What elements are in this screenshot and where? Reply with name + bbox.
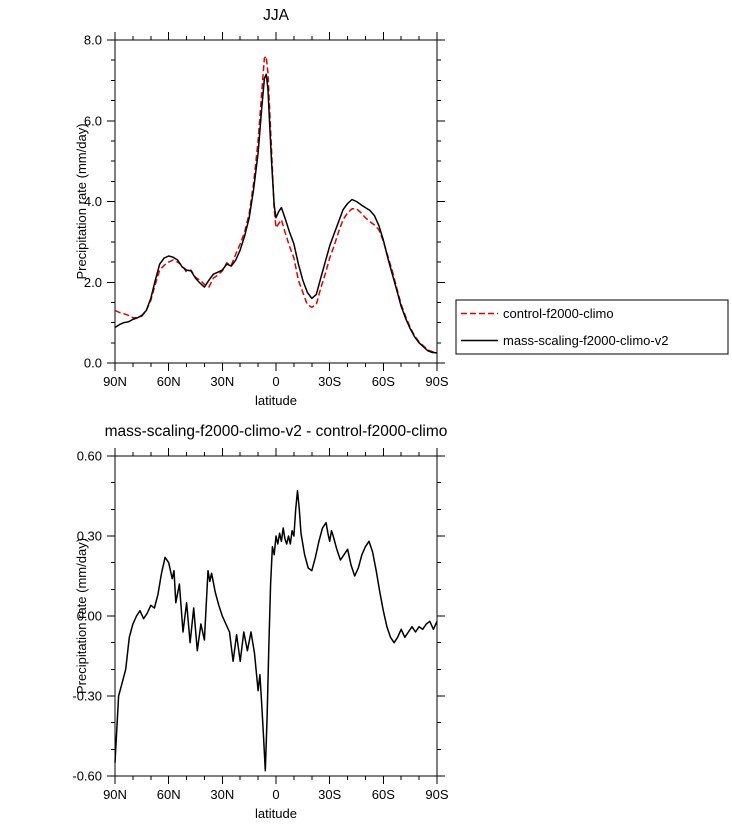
- difference-chart: 90N 60N 30N 0 30S 60S 90S -0.60 -0.30 0.00 0.30 0.6…: [72, 423, 449, 821]
- x-tick-label: 90N: [103, 374, 127, 389]
- x-tick-label: 0: [272, 374, 279, 389]
- chart-title: mass-scaling-f2000-climo-v2 - control-f2…: [105, 423, 448, 440]
- x-tick-label: 30S: [318, 374, 341, 389]
- chart-title: JJA: [263, 7, 290, 24]
- y-axis-title: Precipitation rate (mm/day): [74, 123, 89, 279]
- x-tick-label: 30N: [210, 374, 234, 389]
- series-line-control-f2000-climo: [114, 55, 438, 353]
- legend-label: control-f2000-climo: [503, 306, 614, 321]
- y-tick-label: 8.0: [84, 33, 102, 48]
- x-tick-label: 60N: [157, 787, 181, 802]
- x-tick-label: 30N: [210, 787, 234, 802]
- y-tick-label: 4.0: [84, 194, 102, 209]
- series-line-difference: [114, 489, 438, 772]
- x-tick-label: 90N: [103, 787, 127, 802]
- axis-ticks: [107, 448, 445, 784]
- x-axis-title: latitude: [255, 393, 297, 408]
- y-tick-label: -0.30: [72, 689, 102, 704]
- axis-ticks: [107, 32, 445, 371]
- y-tick-label: -0.60: [72, 769, 102, 784]
- y-tick-label: 0.30: [77, 529, 102, 544]
- y-tick-label: 6.0: [84, 113, 102, 128]
- x-tick-label: 60S: [372, 787, 395, 802]
- legend-box: [455, 299, 729, 355]
- x-tick-label: 0: [272, 787, 279, 802]
- y-tick-label: 0.0: [84, 356, 102, 371]
- y-axis-title: Precipitation rate (mm/day): [74, 538, 89, 694]
- plot-frame: [114, 455, 438, 777]
- x-tick-label: 90S: [425, 374, 448, 389]
- plot-frame: [114, 39, 438, 364]
- y-tick-label: 0.00: [77, 609, 102, 624]
- x-tick-label: 30S: [318, 787, 341, 802]
- series-line-mass-scaling-f2000-climo-v2: [114, 73, 438, 354]
- legend-label: mass-scaling-f2000-climo-v2: [503, 333, 668, 348]
- x-tick-label: 60N: [157, 374, 181, 389]
- x-axis-title: latitude: [255, 806, 297, 821]
- x-tick-label: 60S: [372, 374, 395, 389]
- x-tick-label: 90S: [425, 787, 448, 802]
- y-tick-label: 2.0: [84, 275, 102, 290]
- jja-precipitation-chart: 90N 60N 30N 0 30S 60S 90S 0.0 2.0 4.0 6.0 8.0 JJA lat…: [74, 7, 729, 408]
- y-tick-label: 0.60: [77, 449, 102, 464]
